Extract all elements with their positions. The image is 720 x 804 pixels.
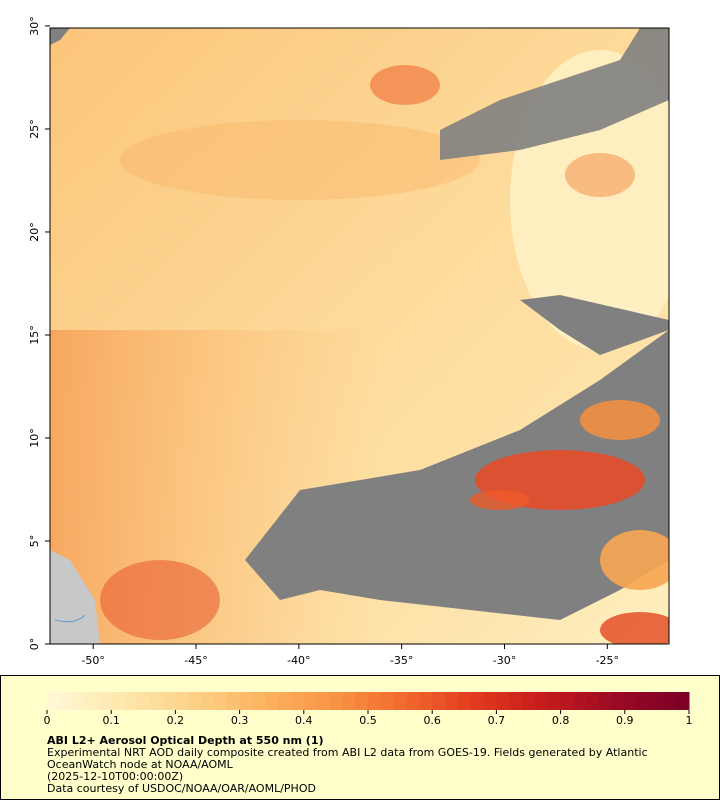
colorbar-tick-label: 0.1 — [102, 714, 120, 727]
colorbar-step — [470, 692, 485, 710]
colorbar-step — [316, 692, 330, 710]
colorbar-step — [72, 692, 87, 710]
colorbar-tick-label: 0.7 — [488, 714, 506, 727]
colorbar-step — [624, 692, 639, 710]
colorbar-step — [560, 692, 574, 710]
legend-title: ABI L2+ Aerosol Optical Depth at 550 nm … — [47, 734, 324, 747]
colorbar-step — [509, 692, 523, 710]
x-tick-label: -25° — [596, 654, 619, 667]
colorbar-step — [650, 692, 664, 710]
colorbar-step — [213, 692, 228, 710]
colorbar-step — [522, 692, 536, 710]
colorbar-step — [329, 692, 343, 710]
colorbar-tick-label: 0.8 — [552, 714, 570, 727]
colorbar-tick-label: 1 — [686, 714, 693, 727]
colorbar-step — [393, 692, 408, 710]
colorbar-step — [599, 692, 613, 710]
colorbar-step — [111, 692, 125, 710]
legend-line: Experimental NRT AOD daily composite cre… — [47, 746, 648, 759]
colorbar-step — [149, 692, 164, 710]
colorbar-step — [59, 692, 74, 710]
colorbar-tick-label: 0.5 — [359, 714, 377, 727]
colorbar-step — [637, 692, 651, 710]
colorbar-tick-label: 0.9 — [616, 714, 634, 727]
colorbar-step — [201, 692, 215, 710]
y-tick-label: 30° — [28, 16, 41, 36]
x-tick-label: -30° — [493, 654, 516, 667]
colorbar-step — [98, 692, 112, 710]
legend-line: (2025-12-10T00:00:00Z) — [47, 770, 183, 783]
x-tick-label: -35° — [390, 654, 413, 667]
colorbar-step — [611, 692, 626, 710]
colorbar-tick-label: 0.3 — [231, 714, 249, 727]
colorbar-step — [534, 692, 549, 710]
colorbar-step — [368, 692, 382, 710]
colorbar-step — [47, 692, 61, 710]
colorbar-step — [303, 692, 318, 710]
colorbar-step — [124, 692, 138, 710]
colorbar-step — [676, 692, 690, 710]
colorbar-step — [342, 692, 356, 710]
x-tick-label: -40° — [287, 654, 310, 667]
colorbar-step — [290, 692, 305, 710]
y-tick-label: 20° — [28, 222, 41, 242]
colorbar-step — [226, 692, 241, 710]
colorbar-step — [445, 692, 459, 710]
colorbar-tick-label: 0.4 — [295, 714, 313, 727]
y-tick-label: 5° — [28, 535, 41, 548]
x-tick-label: -50° — [81, 654, 104, 667]
legend-line: Data courtesy of USDOC/NOAA/OAR/AOML/PHO… — [47, 782, 316, 795]
colorbar-step — [188, 692, 202, 710]
colorbar-step — [162, 692, 176, 710]
colorbar-step — [483, 692, 497, 710]
colorbar-tick-label: 0.2 — [167, 714, 185, 727]
colorbar-step — [175, 692, 189, 710]
x-tick-label: -45° — [184, 654, 207, 667]
y-tick-label: 25° — [28, 119, 41, 139]
colorbar-step — [586, 692, 600, 710]
colorbar-tick-label: 0 — [44, 714, 51, 727]
colorbar-step — [136, 692, 151, 710]
legend-line: OceanWatch node at NOAA/AOML — [47, 758, 234, 771]
y-tick-label: 15° — [28, 325, 41, 345]
colorbar-step — [380, 692, 395, 710]
colorbar-step — [419, 692, 433, 710]
colorbar-step — [457, 692, 472, 710]
y-tick-label: 10° — [28, 428, 41, 448]
colorbar-step — [278, 692, 292, 710]
map-frame — [49, 27, 670, 645]
colorbar-step — [85, 692, 99, 710]
colorbar-step — [355, 692, 369, 710]
colorbar-step — [265, 692, 279, 710]
map-image — [50, 28, 669, 644]
colorbar-step — [432, 692, 446, 710]
colorbar-step — [496, 692, 510, 710]
colorbar-step — [573, 692, 587, 710]
colorbar-tick-label: 0.6 — [423, 714, 441, 727]
colorbar-step — [239, 692, 253, 710]
y-tick-label: 0° — [28, 638, 41, 651]
colorbar-step — [252, 692, 266, 710]
colorbar-step — [663, 692, 677, 710]
colorbar-step — [547, 692, 562, 710]
colorbar-step — [406, 692, 420, 710]
